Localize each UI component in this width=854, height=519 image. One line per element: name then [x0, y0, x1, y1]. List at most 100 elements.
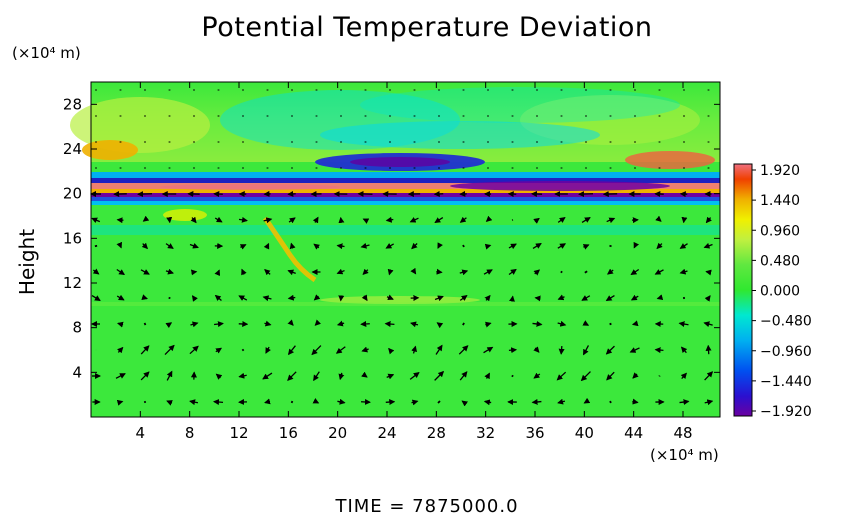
wind-arrow: [679, 399, 690, 406]
wind-arrow: [357, 190, 373, 197]
wind-arrow: [312, 397, 320, 404]
wind-arrow: [313, 243, 320, 250]
wind-arrow: [703, 321, 713, 328]
wind-arrow: [92, 268, 100, 275]
wind-arrow: [287, 294, 296, 301]
wind-arrow: [656, 242, 663, 250]
wind-arrow: [533, 217, 540, 224]
wind-arrow: [165, 268, 174, 275]
wind-arrow: [385, 399, 396, 406]
y-tick-label: 12: [63, 274, 82, 292]
wind-arrow: [532, 242, 542, 250]
wind-arrow: [484, 243, 492, 250]
wind-arrow: [116, 294, 125, 301]
wind-arrow: [115, 373, 126, 379]
wind-arrow: [483, 399, 492, 406]
wind-arrow: [213, 399, 224, 406]
wind-arrow: [388, 347, 395, 355]
wind-arrow: [558, 346, 565, 355]
wind-arrow: [557, 320, 567, 327]
wind-arrow: [338, 372, 345, 381]
wind-arrow: [606, 217, 616, 224]
wind-arrow: [166, 400, 173, 406]
wind-arrow: [508, 347, 518, 354]
wind-arrow: [629, 347, 640, 353]
chart-title: Potential Temperature Deviation: [201, 12, 653, 43]
wind-arrow: [238, 372, 247, 379]
wind-arrow: [338, 295, 345, 302]
y-tick-label: 8: [72, 319, 82, 337]
wind-arrow: [410, 321, 419, 328]
wind-arrow: [411, 399, 419, 406]
y-tick-label: 28: [63, 95, 82, 113]
wind-arrow: [387, 268, 394, 276]
wind-arrow: [386, 373, 395, 380]
wind-arrow: [656, 294, 664, 301]
wind-arrow: [580, 371, 591, 382]
x-axis: 4 8 12 16 20 24 28 32 36 40 44 48: [136, 82, 693, 442]
wind-arrow: [703, 242, 713, 249]
wind-arrow: [140, 371, 150, 381]
wind-arrow: [485, 321, 492, 328]
wind-arrow: [262, 372, 273, 380]
wind-arrow: [264, 320, 272, 327]
colorbar-label: 1.920: [760, 163, 800, 179]
wind-arrow: [338, 216, 345, 224]
wind-arrow: [483, 269, 493, 275]
wind-arrow: [166, 370, 173, 381]
wind-arrow: [290, 400, 294, 404]
x-unit-label: (×10⁴ m): [650, 446, 719, 464]
wind-arrow: [609, 400, 612, 404]
wind-arrow: [680, 346, 688, 354]
wind-arrow: [190, 321, 199, 328]
x-tick-label: 48: [673, 424, 692, 442]
heatmap-field: [70, 82, 720, 417]
wind-arrow: [238, 216, 248, 223]
wind-arrow: [263, 242, 270, 250]
colorbar: 1.920 1.440 0.960 0.480 0.000 −0.480 −0.960 −1.…: [733, 163, 812, 420]
wind-arrow: [141, 242, 149, 250]
wind-arrow: [654, 347, 664, 354]
wind-arrow: [679, 243, 688, 249]
wind-arrow: [681, 216, 688, 224]
wind-arrow: [214, 216, 223, 223]
wind-arrow: [462, 244, 465, 248]
wind-arrow: [704, 371, 714, 381]
wind-arrow: [582, 244, 590, 250]
wind-arrow: [362, 268, 369, 276]
colorbar-label: 1.440: [760, 193, 800, 209]
wind-arrow: [117, 346, 124, 354]
x-tick-label: 8: [185, 424, 195, 442]
wind-arrow: [263, 217, 273, 224]
wind-arrow: [384, 321, 395, 328]
wind-arrow: [705, 344, 712, 355]
wind-arrow: [312, 216, 319, 224]
wind-arrow: [435, 344, 443, 355]
wind-arrow: [313, 294, 321, 301]
wind-arrow: [680, 372, 687, 380]
wind-arrow: [411, 242, 418, 250]
time-label: TIME = 7875000.0: [335, 496, 519, 517]
wind-arrow: [632, 372, 639, 379]
wind-arrow: [264, 398, 271, 405]
wind-arrow: [434, 216, 444, 224]
x-tick-label: 12: [229, 424, 248, 442]
wind-arrow: [655, 215, 662, 222]
wind-arrow: [165, 322, 173, 329]
wind-arrow: [631, 320, 639, 327]
wind-arrow: [143, 400, 147, 404]
wind-arrow: [241, 268, 247, 276]
wind-arrow: [609, 244, 612, 248]
wind-arrow: [190, 269, 198, 276]
wind-arrow: [336, 268, 345, 275]
wind-arrow: [166, 216, 173, 224]
wind-arrow: [140, 269, 150, 275]
wind-arrow: [241, 348, 245, 352]
wind-arrow: [336, 320, 345, 327]
wind-arrow: [143, 322, 147, 326]
colorbar-label: −0.480: [760, 314, 812, 330]
wind-arrow: [361, 346, 369, 353]
wind-arrow: [189, 399, 199, 406]
wind-arrow: [264, 269, 271, 276]
